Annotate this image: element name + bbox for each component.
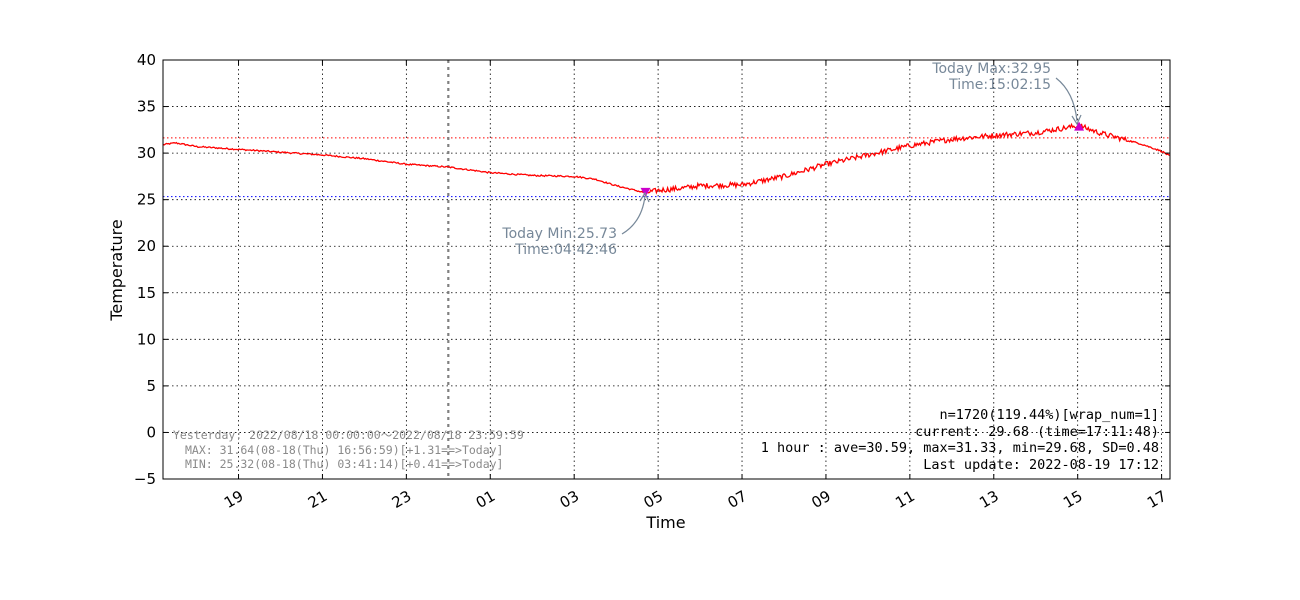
x-tick-label: 11 xyxy=(892,487,918,512)
yesterday-range-text: Yesterday: 2022/08/18 00:00:00～2022/08/1… xyxy=(173,428,524,442)
today-min-marker xyxy=(640,187,651,197)
temperature-series-line xyxy=(162,122,1171,195)
x-tick-label: 07 xyxy=(724,487,750,512)
y-tick-label: 35 xyxy=(137,98,156,116)
y-tick-label: 15 xyxy=(137,284,156,302)
x-tick-label: 13 xyxy=(976,487,1002,512)
y-tick-label: 20 xyxy=(137,237,156,255)
x-tick-label: 03 xyxy=(557,487,583,512)
x-tick-label: 05 xyxy=(641,487,667,512)
y-tick-label: 25 xyxy=(137,191,156,209)
x-tick-label: 17 xyxy=(1144,487,1170,512)
stats-line-count: n=1720(119.44%)[wrap_num=1] xyxy=(940,407,1159,423)
stats-line-hour: 1 hour : ave=30.59, max=31.33, min=29.68… xyxy=(761,440,1159,456)
x-tick-label: 09 xyxy=(808,487,834,512)
stats-line-current: current: 29.68 (time=17:11:48) xyxy=(915,424,1159,440)
y-tick-label: −5 xyxy=(134,470,156,488)
x-tick-label: 21 xyxy=(305,487,331,512)
x-axis-label: Time xyxy=(645,513,685,532)
today-min-annotation-line2: Time:04:42:46 xyxy=(514,242,617,258)
today-max-arrow xyxy=(1055,77,1078,122)
today-min-arrow xyxy=(621,195,646,235)
y-tick-label: 0 xyxy=(146,423,156,441)
yesterday-max-text: MAX: 31.64(08-18(Thu) 16:56:59)[+1.31==>… xyxy=(185,443,504,457)
x-tick-label: 23 xyxy=(389,487,415,512)
plot-frame xyxy=(162,59,1171,480)
today-min-arrowhead xyxy=(639,191,650,203)
x-tick-label: 01 xyxy=(473,487,499,512)
y-tick-label: 40 xyxy=(137,51,156,69)
y-tick-label: 10 xyxy=(137,330,156,348)
today-max-arrowhead xyxy=(1071,114,1082,126)
today-max-marker xyxy=(1074,121,1085,131)
y-tick-label: 30 xyxy=(137,144,156,162)
today-min-annotation-line1: Today Min:25.73 xyxy=(501,226,617,242)
y-axis-ticks: −5 0 5 10 15 20 25 30 35 40 xyxy=(134,51,1170,488)
x-tick-label: 15 xyxy=(1060,487,1086,512)
today-max-annotation-line1: Today Max:32.95 xyxy=(931,61,1051,77)
extreme-markers xyxy=(640,121,1085,197)
yesterday-min-text: MIN: 25.32(08-18(Thu) 03:41:14)[+0.41==>… xyxy=(185,457,504,471)
grid-lines xyxy=(163,60,1170,479)
stats-line-update: Last update: 2022-08-19 17:12 xyxy=(923,457,1159,473)
x-tick-label: 19 xyxy=(221,487,247,512)
today-max-annotation-line2: Time:15:02:15 xyxy=(948,77,1051,93)
y-axis-label: Temperature xyxy=(107,219,126,321)
y-tick-label: 5 xyxy=(146,377,156,395)
